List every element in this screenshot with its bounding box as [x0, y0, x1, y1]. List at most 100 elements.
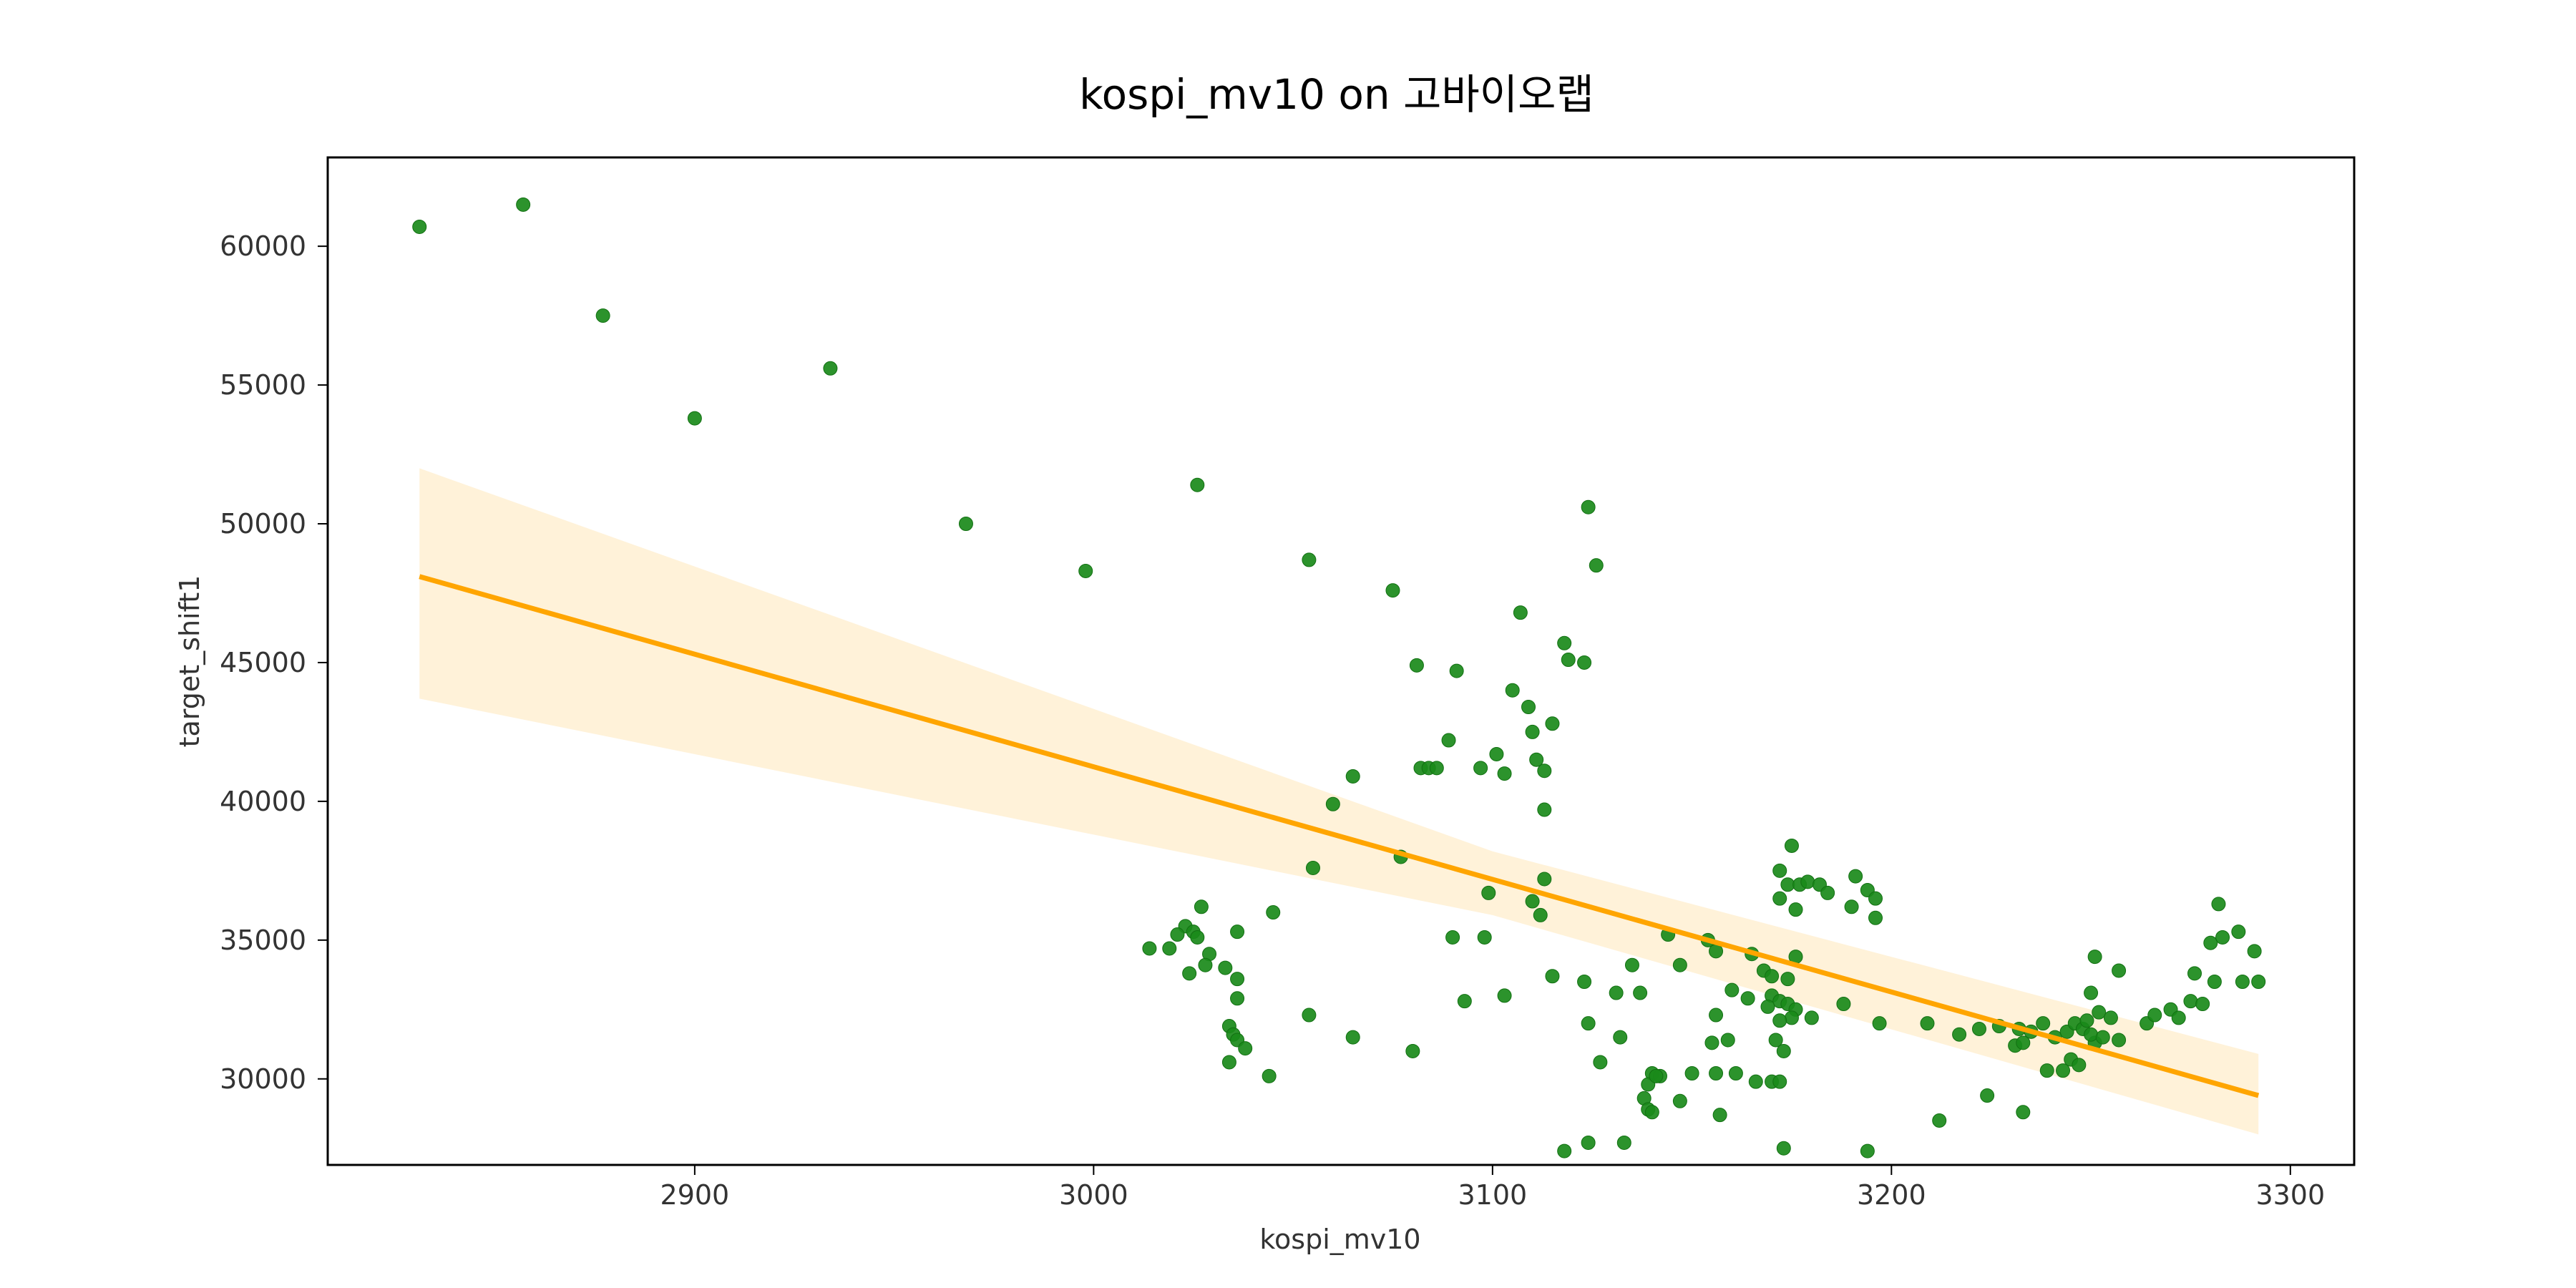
data-point	[1772, 891, 1787, 906]
x-tick-label: 3200	[1857, 1179, 1926, 1211]
data-point	[2056, 1063, 2071, 1078]
data-point	[1385, 583, 1400, 598]
data-point	[1198, 957, 1213, 972]
data-point	[1457, 994, 1472, 1009]
data-point	[2147, 1008, 2162, 1023]
data-point	[1860, 1143, 1875, 1158]
data-point	[1190, 477, 1205, 492]
data-point	[1672, 957, 1687, 972]
data-point	[2084, 1027, 2099, 1042]
data-point	[595, 308, 610, 323]
data-point	[1473, 761, 1488, 776]
data-point	[1194, 899, 1209, 914]
data-point	[1581, 1135, 1596, 1150]
data-point	[2112, 1033, 2127, 1048]
data-point	[1513, 605, 1528, 620]
data-point	[1162, 941, 1177, 956]
data-point	[1221, 1055, 1236, 1070]
data-point	[1784, 838, 1799, 853]
data-point	[1649, 1068, 1664, 1083]
data-point	[1497, 766, 1512, 781]
data-point	[1720, 1033, 1735, 1048]
data-point	[1533, 907, 1548, 922]
data-point	[1449, 663, 1464, 678]
data-point	[2084, 985, 2099, 1000]
data-point	[1868, 910, 1883, 925]
data-point	[1820, 885, 1835, 900]
data-point	[2095, 1030, 2110, 1045]
data-point	[1684, 1066, 1699, 1080]
data-point	[1872, 1016, 1887, 1031]
data-point	[1305, 860, 1320, 875]
data-point	[2231, 924, 2246, 940]
data-point	[2072, 1058, 2087, 1073]
data-point	[1980, 1088, 1995, 1103]
data-point	[2016, 1105, 2031, 1120]
data-point	[1760, 999, 1775, 1014]
data-point	[1302, 552, 1317, 567]
data-point	[1581, 499, 1596, 514]
data-point	[1190, 930, 1205, 945]
x-tick-label: 2900	[660, 1179, 730, 1211]
data-points-layer	[412, 197, 2266, 1158]
data-point	[1525, 724, 1540, 739]
data-point	[1776, 1043, 1791, 1058]
data-point	[687, 411, 702, 426]
x-tick-label: 3100	[1458, 1179, 1527, 1211]
data-point	[1445, 930, 1460, 945]
data-point	[2183, 994, 2198, 1009]
data-point	[2203, 935, 2218, 950]
data-point	[1537, 763, 1552, 779]
data-point	[2211, 897, 2226, 912]
data-point	[2195, 997, 2210, 1012]
data-point	[1633, 985, 1648, 1000]
data-point	[1724, 982, 1740, 997]
data-point	[1704, 1035, 1719, 1050]
data-point	[1409, 658, 1424, 673]
data-point	[1740, 991, 1755, 1006]
y-tick-label: 60000	[220, 230, 306, 262]
data-point	[1772, 1013, 1787, 1028]
data-point	[1932, 1113, 1947, 1128]
data-point	[1545, 969, 1560, 984]
data-point	[1589, 558, 1604, 573]
data-point	[1776, 1141, 1791, 1156]
data-point	[2079, 1013, 2094, 1028]
data-point	[1728, 1066, 1743, 1080]
data-point	[1489, 746, 1504, 761]
data-point	[1537, 872, 1552, 887]
data-point	[2103, 1010, 2118, 1025]
data-point	[1521, 700, 1536, 714]
data-point	[2087, 950, 2102, 965]
data-point	[1836, 997, 1851, 1012]
data-point	[1709, 1008, 1724, 1023]
plot-frame	[326, 156, 2356, 1166]
data-point	[1266, 905, 1281, 920]
data-point	[2039, 1063, 2054, 1078]
data-point	[1405, 1043, 1420, 1058]
y-tick-label: 45000	[220, 647, 306, 678]
data-point	[1780, 877, 1795, 892]
data-point	[1712, 1108, 1727, 1123]
x-tick-label: 3300	[2255, 1179, 2325, 1211]
data-point	[1780, 972, 1795, 987]
data-point	[1577, 975, 1592, 989]
data-point	[1505, 683, 1520, 698]
data-point	[1170, 927, 1185, 942]
data-point	[1230, 991, 1245, 1006]
x-axis-ticks: 2900 3000 3100 3200 3300	[660, 1165, 2325, 1211]
data-point	[823, 361, 838, 376]
y-axis-label: target_shift1	[174, 575, 205, 748]
data-point	[1613, 1030, 1628, 1045]
data-point	[2036, 1016, 2051, 1031]
data-point	[1182, 966, 1197, 981]
x-tick-label: 3000	[1059, 1179, 1128, 1211]
data-point	[412, 219, 427, 234]
data-point	[1672, 1093, 1687, 1108]
data-point	[958, 517, 973, 531]
data-point	[1557, 1143, 1572, 1158]
data-point	[1848, 869, 1863, 884]
data-point	[1529, 752, 1544, 767]
data-point	[2251, 975, 2266, 989]
